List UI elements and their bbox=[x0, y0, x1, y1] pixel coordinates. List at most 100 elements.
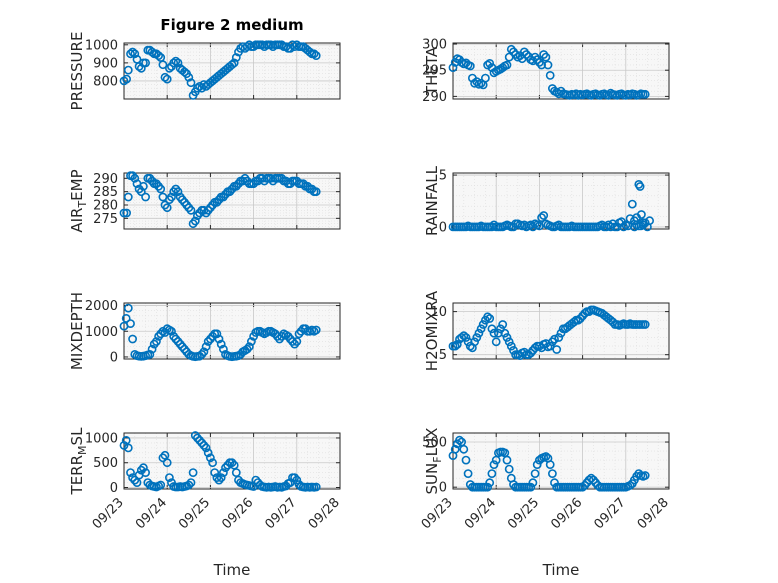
data-point bbox=[162, 458, 172, 468]
data-point bbox=[457, 333, 466, 342]
data-point bbox=[201, 443, 211, 453]
data-point bbox=[489, 460, 499, 469]
data-point bbox=[502, 60, 512, 70]
data-point bbox=[141, 192, 150, 202]
data-point bbox=[452, 339, 462, 349]
data-point bbox=[126, 468, 135, 477]
data-point bbox=[251, 475, 261, 485]
data-point bbox=[489, 328, 499, 338]
data-point bbox=[138, 181, 148, 191]
y-axis-label: MIXDEPTH bbox=[68, 292, 86, 370]
data-point bbox=[158, 60, 168, 70]
x-tick-label: 09/23 bbox=[419, 495, 456, 532]
data-point bbox=[123, 65, 133, 75]
data-point bbox=[537, 60, 546, 70]
data-point bbox=[552, 345, 562, 354]
data-point bbox=[136, 63, 146, 73]
data-point bbox=[502, 333, 512, 342]
y-tick-label: 275 bbox=[93, 212, 118, 227]
data-point bbox=[128, 47, 137, 57]
data-point bbox=[580, 308, 590, 318]
data-point bbox=[199, 440, 209, 450]
data-point bbox=[455, 435, 464, 445]
data-point bbox=[292, 475, 302, 485]
data-point bbox=[192, 83, 202, 93]
data-point bbox=[126, 319, 135, 328]
data-point bbox=[212, 329, 222, 339]
data-point bbox=[461, 455, 471, 465]
data-point bbox=[203, 337, 213, 346]
y-tick-label: 280 bbox=[93, 199, 118, 214]
y-tick-label: 5 bbox=[439, 169, 447, 184]
data-point bbox=[532, 460, 542, 469]
data-point bbox=[305, 47, 315, 57]
data-point bbox=[498, 320, 508, 329]
data-point bbox=[130, 173, 140, 183]
data-point bbox=[487, 324, 497, 334]
axes-frame bbox=[123, 432, 341, 490]
y-tick-label: 295 bbox=[422, 64, 447, 79]
figure-title: Figure 2 medium bbox=[160, 16, 303, 34]
data-point bbox=[491, 337, 501, 347]
y-tick-label: 300 bbox=[422, 38, 447, 53]
data-point bbox=[541, 452, 551, 461]
data-point bbox=[539, 211, 549, 220]
y-axis-label: AIRTEMP bbox=[68, 169, 89, 232]
data-point bbox=[216, 339, 226, 349]
x-tick-label: 09/28 bbox=[635, 495, 672, 532]
y-tick-label: 900 bbox=[93, 56, 118, 71]
data-point bbox=[522, 50, 531, 59]
y-axis-label: TERRMSL bbox=[68, 427, 89, 496]
data-point bbox=[171, 334, 181, 344]
y-axis-label: RAINFALL bbox=[423, 165, 441, 236]
data-point bbox=[190, 216, 200, 226]
data-point bbox=[167, 192, 176, 202]
x-tick-label: 09/26 bbox=[219, 495, 256, 532]
data-point bbox=[292, 337, 302, 346]
data-point bbox=[227, 60, 237, 70]
data-point bbox=[177, 342, 187, 352]
data-point bbox=[569, 317, 579, 327]
data-point bbox=[132, 478, 142, 487]
data-point bbox=[550, 334, 559, 344]
data-point bbox=[158, 453, 168, 463]
data-point bbox=[459, 331, 469, 341]
data-point bbox=[162, 74, 172, 84]
data-point bbox=[173, 187, 183, 197]
x-tick-label: 09/27 bbox=[263, 495, 300, 532]
data-point bbox=[186, 478, 196, 487]
data-point bbox=[608, 317, 618, 327]
data-point bbox=[197, 438, 207, 448]
data-point bbox=[554, 333, 564, 342]
x-axis-label: Time bbox=[213, 561, 251, 579]
data-point bbox=[474, 328, 484, 338]
data-point bbox=[630, 222, 639, 232]
data-point bbox=[461, 333, 471, 342]
data-point bbox=[311, 51, 321, 60]
data-point bbox=[156, 329, 166, 339]
data-point bbox=[483, 482, 492, 492]
data-point bbox=[221, 463, 230, 473]
data-point bbox=[167, 326, 176, 336]
data-point bbox=[156, 184, 166, 194]
data-point bbox=[171, 56, 181, 66]
data-point bbox=[311, 325, 321, 335]
data-point bbox=[548, 469, 557, 478]
data-point bbox=[184, 480, 194, 490]
y-tick-label: 2000 bbox=[85, 299, 118, 314]
y-tick-label: 1000 bbox=[85, 431, 118, 446]
data-point bbox=[459, 444, 469, 454]
data-point bbox=[537, 213, 546, 222]
data-point bbox=[640, 89, 650, 99]
x-tick-label: 09/26 bbox=[548, 495, 585, 532]
axes-frame bbox=[452, 432, 670, 490]
x-tick-label: 09/25 bbox=[505, 495, 542, 532]
data-point bbox=[141, 58, 150, 68]
data-point bbox=[162, 203, 172, 213]
data-point bbox=[121, 435, 131, 445]
data-point bbox=[186, 78, 196, 88]
